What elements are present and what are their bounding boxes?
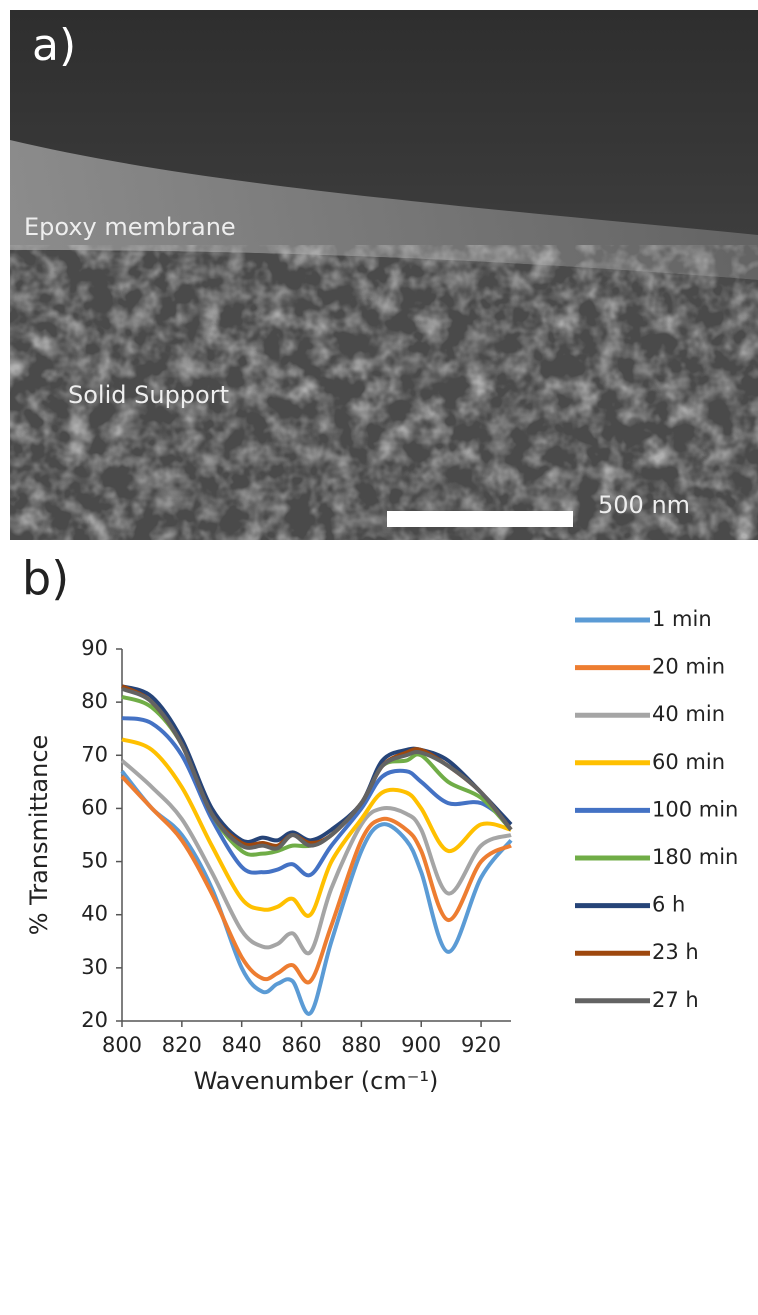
sem-image [10,10,758,540]
panel-label: a) [32,20,76,71]
legend-label: 60 min [652,750,725,774]
legend-label: 40 min [652,702,725,726]
panel-label: b) [22,552,69,606]
x-tick-label: 900 [401,1033,441,1057]
legend-label: 27 h [652,988,699,1012]
x-axis-title: Wavenumber (cm⁻¹) [194,1067,439,1095]
x-tick-label: 820 [162,1033,202,1057]
x-tick-label: 920 [461,1033,501,1057]
x-tick-label: 800 [102,1033,142,1057]
legend-label: 180 min [652,845,738,869]
data-line [120,775,512,985]
image-label: Solid Support [68,381,229,409]
legend-label: 1 min [652,607,712,631]
legend-label: 20 min [652,655,725,679]
y-tick-label: 70 [81,742,108,766]
y-tick-label: 30 [81,955,108,979]
data-line [120,759,512,956]
y-tick-label: 40 [81,902,108,926]
legend-label: 100 min [652,797,738,821]
y-axis-title: % Transmittance [25,735,53,936]
y-tick-label: 20 [81,1008,108,1032]
x-tick-label: 840 [222,1033,262,1057]
scale-label: 500 nm [598,491,690,519]
data-line [121,686,513,851]
y-tick-label: 60 [81,795,108,819]
y-tick-label: 50 [81,849,108,873]
x-tick-label: 880 [341,1033,381,1057]
data-line [120,769,513,1016]
image-label: Epoxy membrane [24,213,236,241]
data-line [121,716,513,878]
legend-label: 6 h [652,893,685,917]
y-tick-label: 80 [81,689,108,713]
legend-label: 23 h [652,940,699,964]
x-tick-label: 860 [281,1033,321,1057]
data-line [121,737,512,918]
y-tick-label: 90 [81,636,108,660]
